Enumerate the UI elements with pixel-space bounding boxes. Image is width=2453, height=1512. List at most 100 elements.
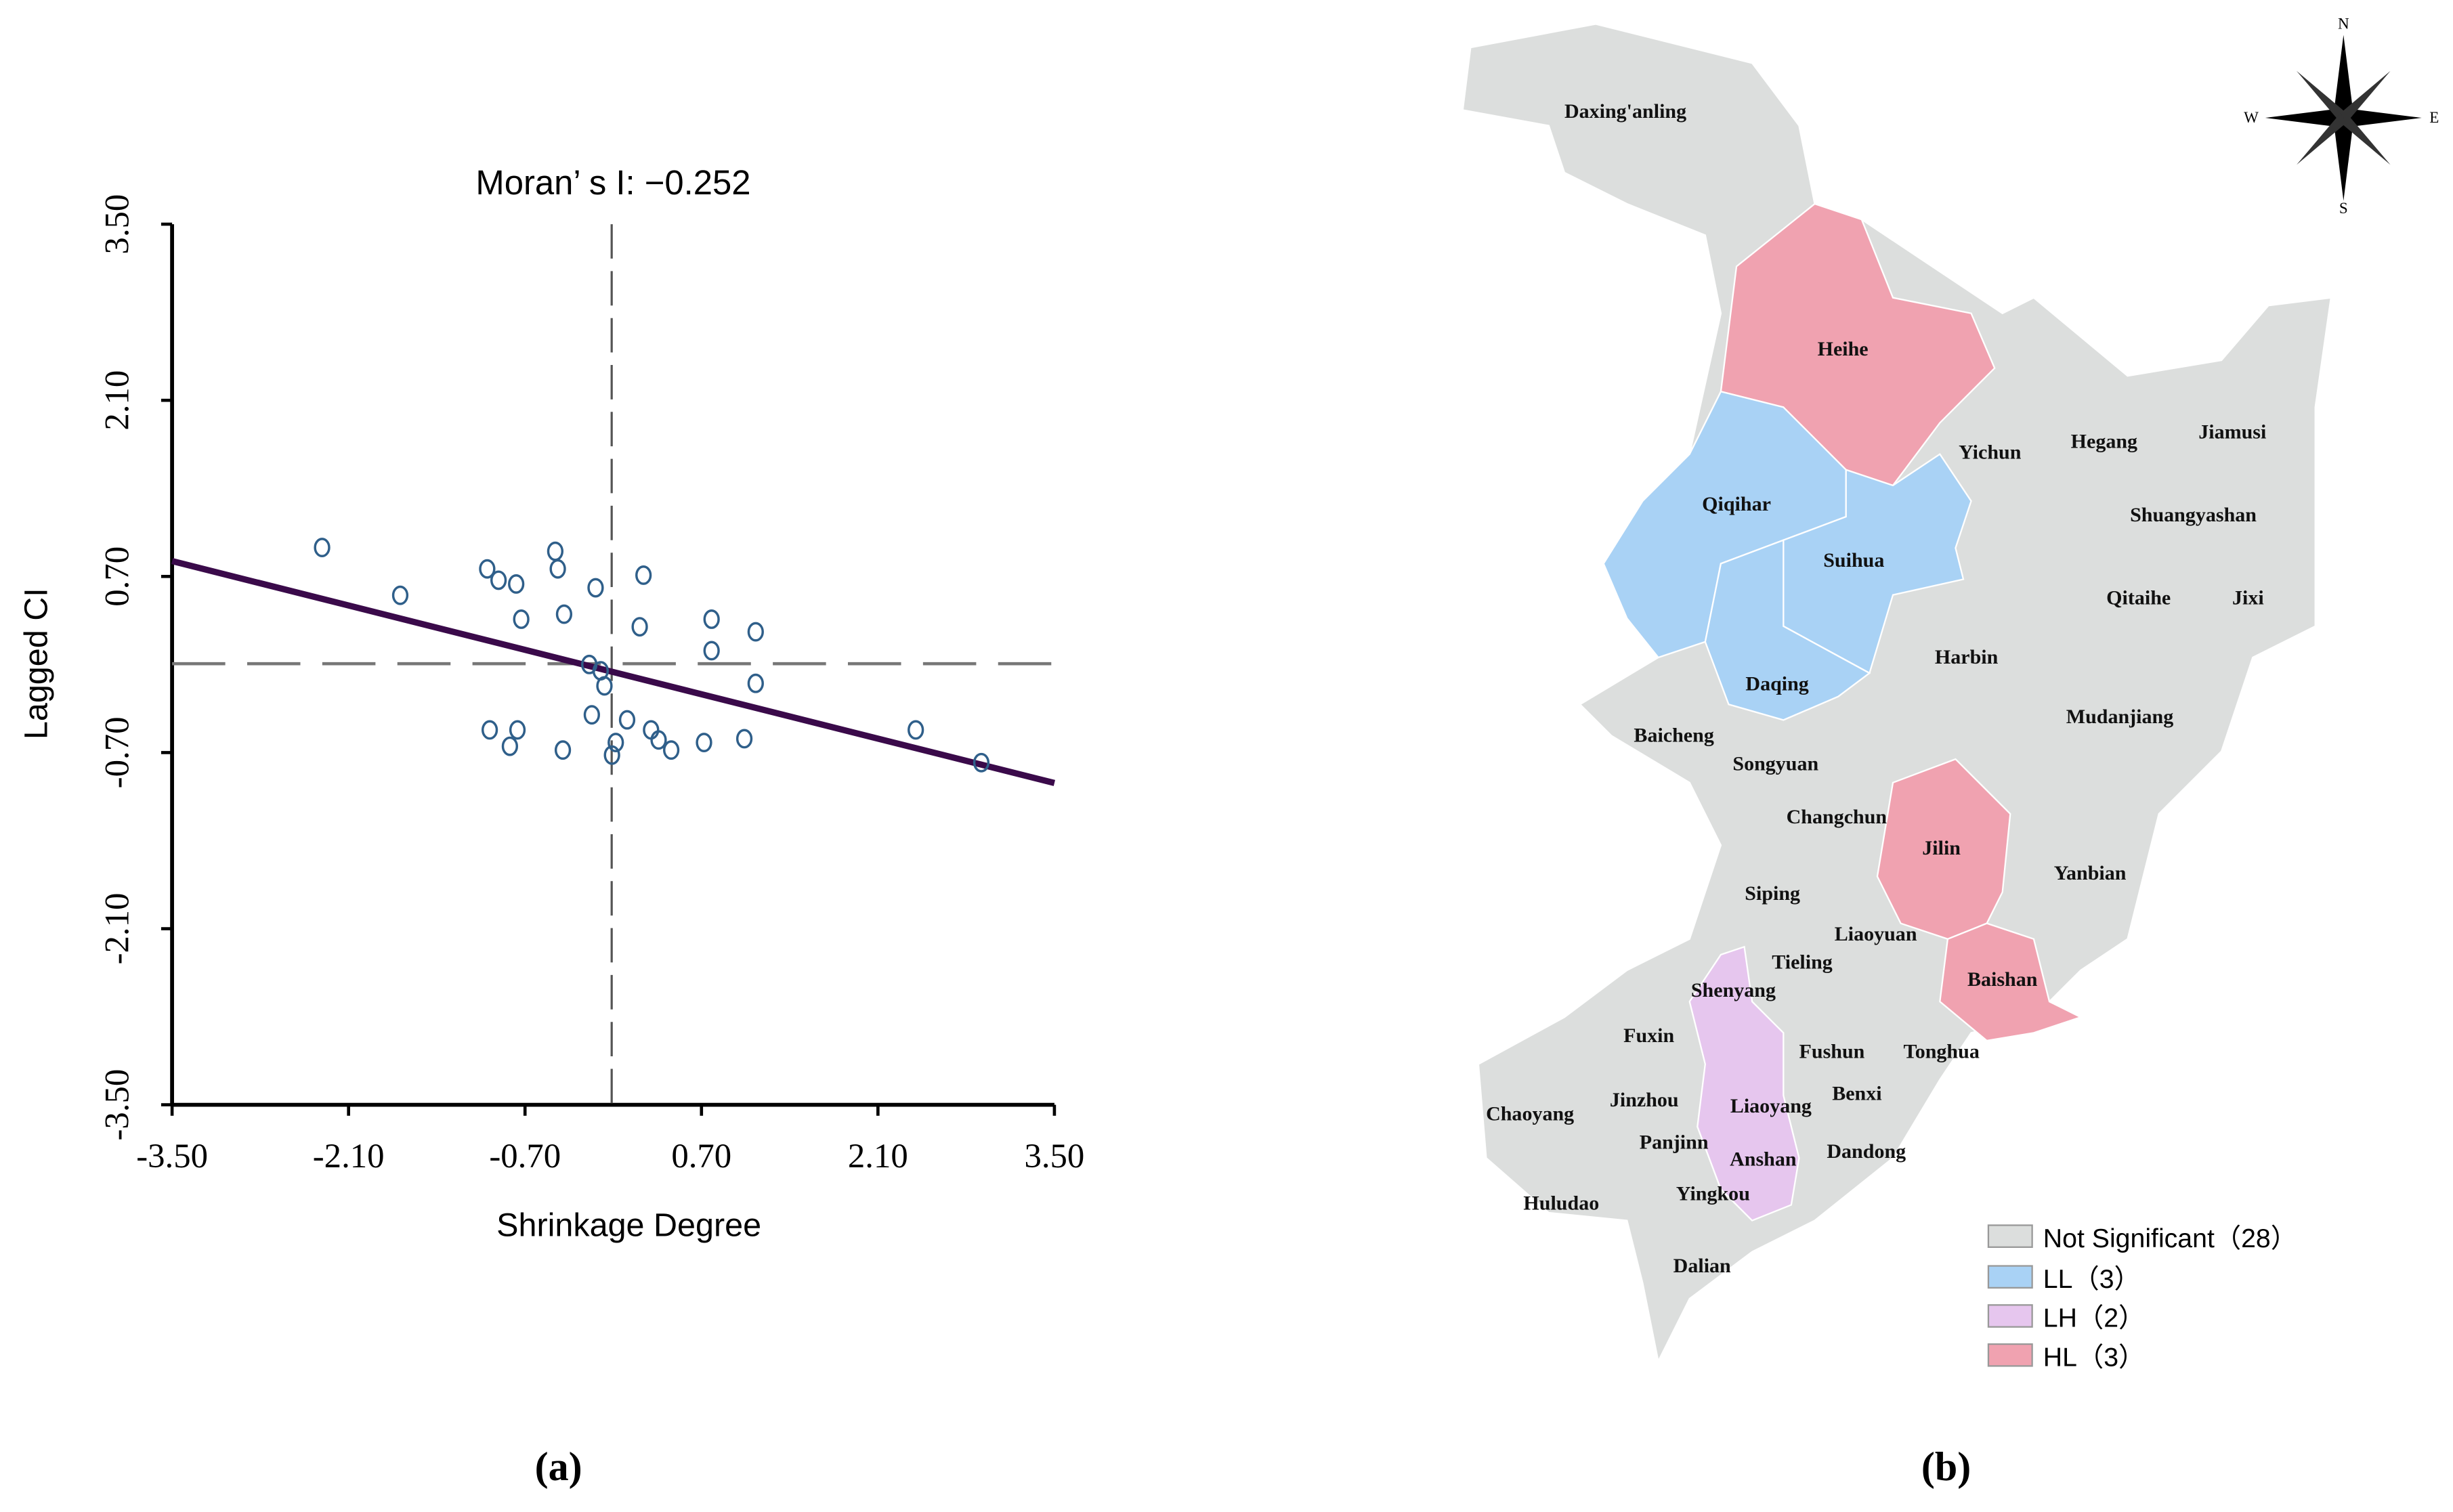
lisa-cluster-map: Daxing'anling Yichun Hegang Jiamusi Shuangya…: [1462, 14, 2439, 1489]
y-tick-label: 3.50: [98, 194, 135, 255]
y-tick-label: -0.70: [98, 717, 135, 789]
data-point: [583, 705, 600, 725]
panel-label-a: (a): [535, 1444, 582, 1489]
city-label: Chaoyang: [1486, 1103, 1574, 1125]
city-label: Changchun: [1787, 806, 1887, 828]
city-label: Huludao: [1523, 1192, 1599, 1214]
chart-title: Moran’ s I: −0.252: [475, 163, 750, 202]
data-point: [631, 617, 648, 637]
compass-w: W: [2244, 108, 2259, 126]
city-label: Daxing'anling: [1564, 100, 1686, 123]
x-tick-label: -3.50: [136, 1137, 208, 1175]
compass-s: S: [2339, 199, 2348, 217]
city-label: Jilin: [1922, 837, 1961, 859]
data-point: [314, 538, 330, 558]
data-point: [513, 609, 530, 629]
y-tick-label: -3.50: [98, 1069, 135, 1141]
region-ll-suihua: [1783, 453, 1972, 674]
data-point: [547, 541, 564, 561]
city-label: Hegang: [2071, 430, 2137, 452]
legend-swatch-hl: [1987, 1343, 2033, 1367]
city-label: Harbin: [1935, 646, 1999, 668]
y-axis-label: Lagged CI: [18, 588, 54, 739]
data-point: [508, 574, 525, 594]
map-legend: Not Significant（28） LL（3） LH（2） HL（3）: [1987, 1224, 2297, 1372]
data-point: [735, 729, 753, 749]
city-label: Siping: [1745, 882, 1800, 905]
city-label: Fushun: [1799, 1040, 1865, 1062]
x-axis-label: Shrinkage Degree: [496, 1207, 761, 1244]
data-point: [554, 740, 572, 760]
city-label: Benxi: [1832, 1083, 1881, 1105]
data-point: [596, 676, 613, 696]
moran-scatter-plot: Moran’ s I: −0.252 -3.50-3.50 -2.10 -2.10 -…: [18, 163, 1084, 1489]
city-label: Dalian: [1673, 1255, 1731, 1277]
legend-swatch-ll: [1987, 1265, 2033, 1289]
compass-rose: N S E W: [2244, 14, 2439, 217]
region-lh-shenyang-liaoyang-anshan: [1688, 945, 1800, 1222]
legend-label-hl: HL（3）: [2043, 1342, 2146, 1372]
data-point: [607, 733, 624, 752]
x-tick-label: 0.70: [671, 1137, 731, 1175]
city-label: Yingkou: [1676, 1183, 1750, 1205]
city-label: Songyuan: [1732, 752, 1818, 775]
x-tick-label: 2.10: [848, 1137, 908, 1175]
city-label: Shenyang: [1691, 979, 1776, 1001]
data-point: [479, 559, 496, 579]
data-point: [643, 720, 660, 740]
data-point: [703, 641, 720, 661]
x-tick-label: 3.50: [1024, 1137, 1084, 1175]
city-label: Mudanjiang: [2066, 706, 2173, 728]
data-point: [509, 720, 526, 740]
city-label: Daqing: [1745, 672, 1808, 695]
data-point: [908, 720, 924, 740]
city-label: Suihua: [1823, 549, 1884, 571]
data-point: [481, 720, 498, 740]
data-point: [618, 710, 636, 730]
city-label: Yichun: [1959, 441, 2022, 464]
city-label: Jixi: [2232, 586, 2264, 609]
city-label: Panjinn: [1640, 1131, 1709, 1153]
city-label: Anshan: [1730, 1148, 1797, 1171]
data-point: [703, 609, 720, 629]
x-tick-label: -0.70: [489, 1137, 561, 1175]
region-hl-baishan: [1939, 922, 2083, 1042]
city-label: Heihe: [1818, 338, 1869, 360]
city-label: Liaoyang: [1730, 1095, 1812, 1117]
data-point: [391, 585, 409, 605]
city-label: Qitaihe: [2106, 586, 2171, 609]
legend-label-ll: LL（3）: [2043, 1264, 2141, 1294]
city-label: Qiqihar: [1702, 493, 1771, 515]
data-point: [635, 565, 652, 585]
city-label: Baicheng: [1634, 725, 1713, 747]
x-tick-label: -2.10: [313, 1137, 385, 1175]
data-point: [747, 673, 764, 693]
compass-n: N: [2338, 14, 2349, 32]
city-label: Yanbian: [2054, 862, 2127, 884]
data-point: [490, 570, 507, 590]
data-point: [650, 730, 667, 750]
legend-swatch-ns: [1987, 1224, 2033, 1248]
compass-e: E: [2429, 108, 2439, 126]
data-point: [696, 733, 712, 752]
city-label: Dandong: [1827, 1140, 1906, 1163]
city-label: Fuxin: [1623, 1024, 1674, 1047]
city-label: Baishan: [1967, 968, 2038, 991]
city-label: Jinzhou: [1610, 1089, 1679, 1111]
y-tick-label: 0.70: [98, 546, 135, 607]
city-label: Jiamusi: [2198, 421, 2266, 444]
city-label: Tieling: [1772, 951, 1833, 974]
data-point: [549, 559, 566, 579]
data-point: [587, 578, 604, 598]
data-point: [662, 740, 680, 760]
city-label: Tonghua: [1903, 1040, 1979, 1062]
city-label: Shuangyashan: [2130, 504, 2257, 526]
data-point: [747, 622, 764, 642]
data-point: [973, 752, 990, 773]
regression-line: [171, 558, 1056, 786]
city-label: Liaoyuan: [1835, 923, 1917, 945]
legend-label-lh: LH（2）: [2043, 1303, 2146, 1333]
panel-label-b: (b): [1921, 1444, 1971, 1489]
y-tick-label: 2.10: [98, 370, 135, 431]
